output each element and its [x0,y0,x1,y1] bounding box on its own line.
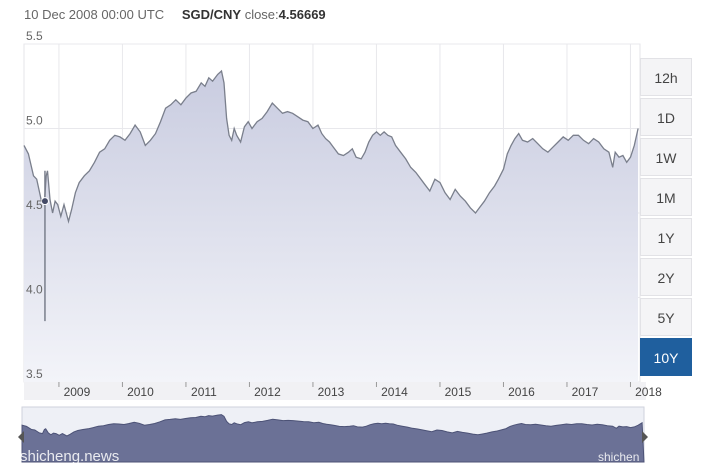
x-tick-label: 2014 [381,385,408,399]
x-tick-label: 2010 [127,385,154,399]
navigator-handle-right [642,431,648,443]
range-button-5y[interactable]: 5Y [640,298,692,336]
chart-header: 10 Dec 2008 00:00 UTC SGD/CNY close:4.56… [24,7,326,25]
hover-date: 10 Dec 2008 00:00 UTC [24,7,165,22]
x-tick-label: 2017 [572,385,599,399]
y-tick-label: 4.5 [26,198,43,212]
range-button-1d[interactable]: 1D [640,98,692,136]
navigator-handle-left [18,431,24,443]
hover-marker [40,197,49,206]
x-tick-label: 2015 [445,385,472,399]
range-button-1w[interactable]: 1W [640,138,692,176]
x-tick-label: 2013 [318,385,345,399]
close-value: 4.56669 [278,7,326,22]
price-chart[interactable]: 3.5 4.0 4.5 5.0 5.5 2009 2010 2011 2012 2013 2014 2… [0,0,709,405]
y-tick-label: 5.5 [26,29,43,43]
range-selector: 12h 1D 1W 1M 1Y 2Y 5Y 10Y [640,58,693,378]
range-button-1m[interactable]: 1M [640,178,692,216]
watermark-left: shicheng.news [20,448,120,465]
x-tick-label: 2016 [508,385,535,399]
series-line [23,69,639,224]
x-axis-strip [24,382,646,400]
series-area [24,71,639,382]
x-tick-label: 2012 [254,385,281,399]
currency-pair: SGD/CNY [181,7,242,22]
range-button-10y[interactable]: 10Y [640,338,692,376]
range-button-1y[interactable]: 1Y [640,218,692,256]
close-label: close: [244,7,279,22]
range-button-2y[interactable]: 2Y [640,258,692,296]
y-tick-label: 3.5 [26,367,43,381]
y-tick-label: 4.0 [26,283,43,297]
x-tick-label: 2011 [191,385,217,399]
watermark-right: shichen [598,450,640,464]
x-tick-label: 2009 [64,385,91,399]
range-button-12h[interactable]: 12h [640,58,692,96]
x-tick-label: 2018 [635,385,662,399]
y-tick-label: 5.0 [26,114,43,128]
